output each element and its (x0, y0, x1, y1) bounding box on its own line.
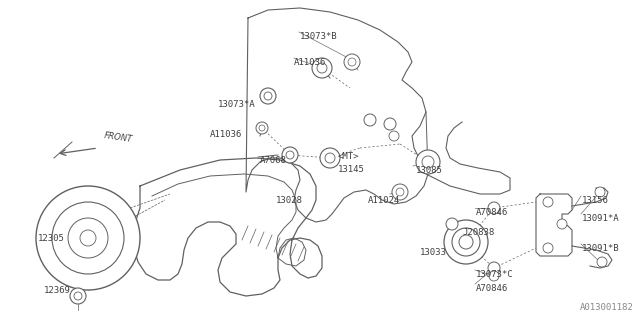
Text: A7068: A7068 (260, 156, 287, 165)
Circle shape (320, 148, 340, 168)
Text: 13085: 13085 (416, 166, 443, 175)
Circle shape (260, 88, 276, 104)
Circle shape (488, 202, 500, 214)
Circle shape (364, 114, 376, 126)
Circle shape (259, 125, 265, 131)
Circle shape (444, 220, 488, 264)
Text: 13073*C: 13073*C (476, 270, 514, 279)
Circle shape (557, 219, 567, 229)
Text: A11036: A11036 (210, 130, 243, 139)
Circle shape (489, 271, 499, 281)
Circle shape (70, 288, 86, 304)
Circle shape (74, 292, 82, 300)
Text: J20838: J20838 (462, 228, 494, 237)
Circle shape (256, 122, 268, 134)
Circle shape (344, 54, 360, 70)
Text: <MT>: <MT> (338, 152, 360, 161)
Text: 13145: 13145 (338, 165, 365, 174)
Text: 13033: 13033 (420, 248, 447, 257)
Circle shape (452, 228, 480, 256)
Circle shape (384, 118, 396, 130)
Text: 13073*A: 13073*A (218, 100, 255, 109)
Circle shape (422, 156, 434, 168)
Circle shape (459, 235, 473, 249)
Text: 13156: 13156 (582, 196, 609, 205)
Text: 13028: 13028 (276, 196, 303, 205)
Text: A70846: A70846 (476, 284, 508, 293)
Text: A11024: A11024 (368, 196, 400, 205)
Circle shape (595, 187, 605, 197)
Circle shape (392, 184, 408, 200)
Circle shape (317, 63, 327, 73)
Text: 12369: 12369 (44, 286, 71, 295)
Circle shape (282, 147, 298, 163)
Text: 13091*B: 13091*B (582, 244, 620, 253)
Circle shape (543, 197, 553, 207)
Circle shape (488, 262, 500, 274)
Circle shape (52, 202, 124, 274)
Circle shape (446, 218, 458, 230)
Circle shape (597, 257, 607, 267)
Text: A70846: A70846 (476, 208, 508, 217)
Text: 12305: 12305 (38, 234, 65, 243)
Circle shape (543, 243, 553, 253)
Circle shape (389, 131, 399, 141)
Text: A013001182: A013001182 (580, 303, 634, 312)
Text: FRONT: FRONT (104, 131, 134, 144)
Circle shape (348, 58, 356, 66)
Circle shape (286, 151, 294, 159)
Circle shape (312, 58, 332, 78)
Circle shape (396, 188, 404, 196)
Text: 13091*A: 13091*A (582, 214, 620, 223)
Circle shape (416, 150, 440, 174)
Circle shape (264, 92, 272, 100)
Circle shape (325, 153, 335, 163)
Circle shape (80, 230, 96, 246)
Circle shape (68, 218, 108, 258)
Circle shape (36, 186, 140, 290)
Text: A11036: A11036 (294, 58, 326, 67)
Text: 13073*B: 13073*B (300, 32, 338, 41)
